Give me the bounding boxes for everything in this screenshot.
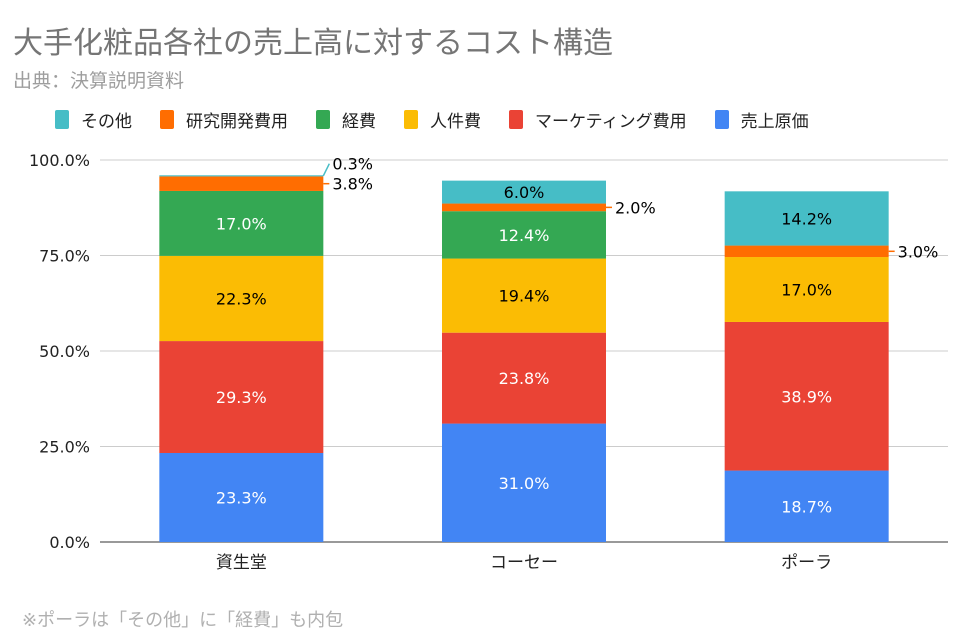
bar-segment xyxy=(724,245,889,258)
legend-item[interactable]: 研究開発費用 xyxy=(160,107,288,132)
data-label: 6.0% xyxy=(504,183,545,202)
bar-segment xyxy=(442,180,606,204)
data-label: 23.3% xyxy=(216,488,267,507)
legend-item[interactable]: 売上原価 xyxy=(714,107,809,132)
legend-label: 研究開発費用 xyxy=(186,112,288,132)
data-label: 19.4% xyxy=(499,287,550,306)
y-tick-label: 100.0% xyxy=(29,151,90,170)
data-label-leader xyxy=(322,163,331,177)
bar-segment xyxy=(724,321,889,471)
data-label: 23.8% xyxy=(499,369,550,388)
bar-segment xyxy=(159,176,324,191)
legend-swatch xyxy=(404,110,418,129)
data-label: 3.8% xyxy=(332,175,373,194)
legend-label: 経費 xyxy=(342,112,376,132)
x-tick-label: コーセー xyxy=(490,553,558,573)
bar-segment xyxy=(442,332,606,424)
legend-label: その他 xyxy=(81,112,132,132)
data-label: 18.7% xyxy=(781,497,832,516)
chart-title: 大手化粧品各社の売上高に対するコスト構造 xyxy=(13,26,613,61)
y-tick-label: 75.0% xyxy=(39,247,90,266)
legend-label: 人件費 xyxy=(430,112,481,132)
data-label: 17.0% xyxy=(216,214,267,233)
bar-segment xyxy=(159,341,324,453)
legend-item[interactable]: 人件費 xyxy=(404,107,481,132)
bar-segment xyxy=(442,211,606,259)
y-tick-label: 50.0% xyxy=(39,342,90,361)
bar-segment xyxy=(442,203,606,212)
bar-segment xyxy=(159,255,324,342)
legend-item[interactable]: 経費 xyxy=(316,107,376,132)
data-label: 38.9% xyxy=(781,387,832,406)
bar-segment xyxy=(442,423,606,542)
x-tick-label: 資生堂 xyxy=(216,553,267,573)
bar-segment xyxy=(159,190,324,256)
data-label: 12.4% xyxy=(499,226,550,245)
bar-segment xyxy=(159,452,324,542)
legend-item[interactable]: マーケティング費用 xyxy=(509,107,687,132)
bar-segment xyxy=(724,470,889,542)
y-tick-label: 0.0% xyxy=(49,533,90,552)
chart-subtitle: 出典：決算説明資料 xyxy=(13,70,185,92)
data-label: 14.2% xyxy=(781,209,832,228)
bar-segment xyxy=(442,258,606,333)
legend: その他 研究開発費用 経費 人件費 マーケティング費用 売上原価 xyxy=(55,107,809,132)
data-label: 31.0% xyxy=(499,474,550,493)
legend-label: 売上原価 xyxy=(740,112,809,132)
legend-swatch xyxy=(160,110,174,129)
bar-segment xyxy=(724,191,889,246)
data-label: 2.0% xyxy=(615,198,656,217)
y-tick-label: 25.0% xyxy=(39,438,90,457)
data-label: 22.3% xyxy=(216,289,267,308)
data-label: 29.3% xyxy=(216,388,267,407)
legend-item[interactable]: その他 xyxy=(55,107,132,132)
bar-segment xyxy=(159,175,324,177)
legend-swatch xyxy=(55,110,69,129)
legend-label: マーケティング費用 xyxy=(535,112,687,132)
footnote: ※ポーラは「その他」に「経費」も内包 xyxy=(22,610,344,631)
data-label: 0.3% xyxy=(332,155,373,174)
legend-swatch xyxy=(316,110,330,129)
data-label: 17.0% xyxy=(781,280,832,299)
x-tick-label: ポーラ xyxy=(781,553,832,573)
legend-swatch xyxy=(509,110,523,129)
legend-swatch xyxy=(714,110,729,129)
data-label: 3.0% xyxy=(898,242,939,261)
bar-segment xyxy=(724,257,889,322)
